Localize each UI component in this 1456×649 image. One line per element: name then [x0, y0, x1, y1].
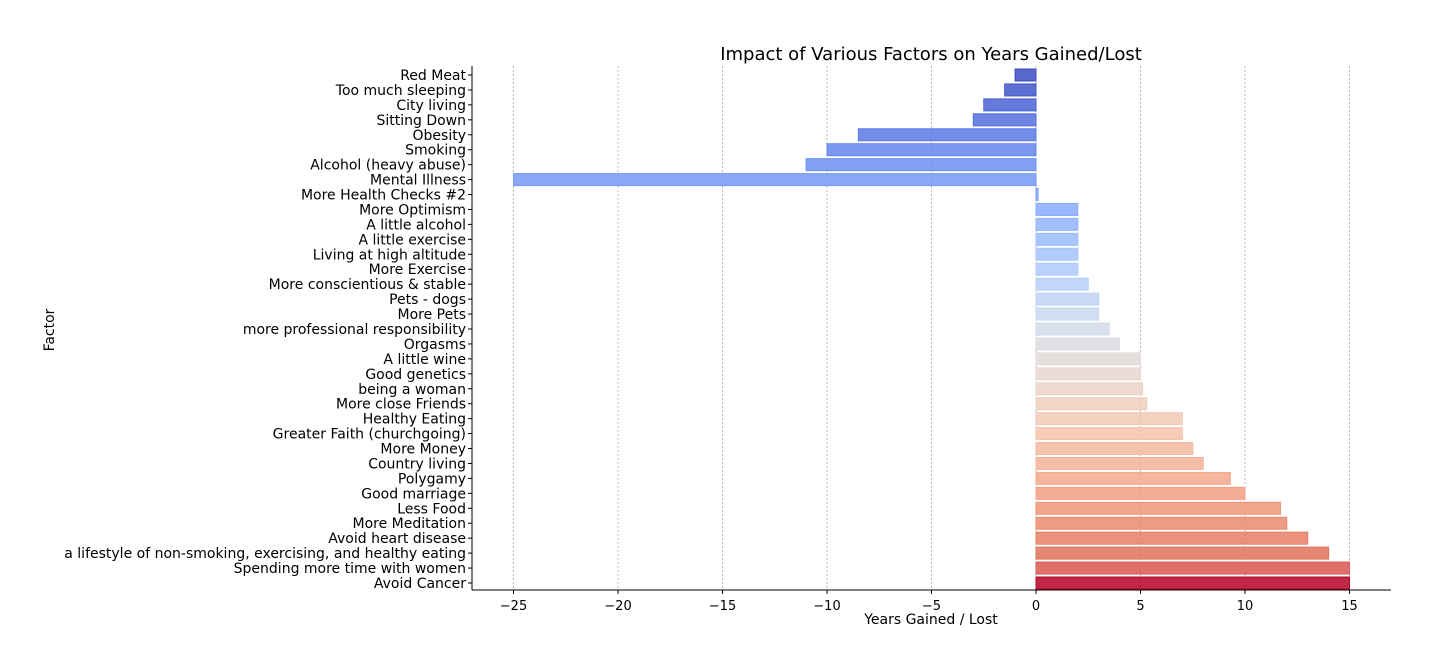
x-tick-label: −15	[709, 599, 736, 614]
bar	[1004, 83, 1037, 97]
category-label: Obesity	[413, 128, 466, 144]
bar	[1035, 546, 1330, 560]
category-label: Living at high altitude	[313, 247, 466, 263]
category-label: Good genetics	[365, 367, 466, 383]
category-label: Smoking	[405, 143, 466, 159]
bar	[1035, 247, 1079, 261]
bar	[1035, 501, 1282, 515]
category-label: A little exercise	[358, 232, 466, 248]
y-axis-title: Factor	[42, 308, 58, 351]
bars	[513, 68, 1350, 590]
x-axis-ticks: −25 −20 −15 −10 −5 0 5 10 15	[500, 590, 1358, 614]
bar	[1035, 188, 1039, 202]
category-label: More conscientious & stable	[269, 277, 466, 293]
x-tick-label: −20	[604, 599, 631, 614]
bar	[1035, 561, 1350, 575]
category-label: Avoid Cancer	[374, 576, 466, 592]
category-label: Sitting Down	[376, 113, 466, 129]
chart-title: Impact of Various Factors on Years Gaine…	[720, 44, 1142, 65]
bar	[1035, 217, 1079, 231]
bar	[1035, 367, 1141, 381]
category-label: Avoid heart disease	[328, 531, 466, 547]
bar	[1035, 322, 1110, 336]
bar	[1035, 307, 1100, 321]
bar	[1035, 427, 1183, 441]
category-label: Country living	[368, 456, 466, 472]
bar	[1035, 262, 1079, 276]
category-label: A little wine	[383, 352, 466, 368]
category-label: Greater Faith (churchgoing)	[273, 427, 466, 443]
category-label: More Optimism	[359, 202, 466, 218]
bar	[1035, 232, 1079, 246]
category-label: Less Food	[397, 501, 466, 517]
bar	[1035, 292, 1100, 306]
bar	[857, 128, 1037, 142]
category-label: More Exercise	[369, 262, 466, 278]
bar	[1035, 442, 1194, 456]
category-label: Healthy Eating	[363, 412, 466, 428]
bar	[1035, 486, 1246, 500]
bar	[1035, 412, 1183, 426]
category-label: Mental Illness	[370, 173, 466, 189]
category-label: Polygamy	[398, 471, 466, 487]
x-tick-label: −5	[922, 599, 941, 614]
category-label: Spending more time with women	[234, 561, 466, 577]
bar	[1035, 516, 1288, 530]
category-label: Red Meat	[400, 68, 466, 84]
bar	[513, 173, 1037, 187]
category-label: City living	[396, 98, 466, 114]
category-label: More Money	[380, 442, 466, 458]
category-label: A little alcohol	[366, 217, 466, 233]
category-label: Pets - dogs	[389, 292, 466, 308]
category-label: Alcohol (heavy abuse)	[310, 158, 466, 174]
bar	[1014, 68, 1037, 82]
x-tick-label: −25	[500, 599, 527, 614]
bar	[1035, 456, 1204, 470]
bar	[1035, 337, 1121, 351]
bar	[1035, 202, 1079, 216]
category-label: More Health Checks #2	[301, 188, 466, 204]
bar	[1035, 576, 1350, 590]
category-label: More Meditation	[352, 516, 466, 532]
bar	[1035, 397, 1148, 411]
category-label: Orgasms	[404, 337, 466, 353]
bar	[1035, 277, 1089, 291]
x-tick-label: 0	[1032, 599, 1040, 614]
category-label: being a woman	[358, 382, 466, 398]
x-tick-label: −10	[813, 599, 840, 614]
category-label: More close Friends	[336, 397, 466, 413]
category-label: more professional responsibility	[243, 322, 466, 338]
bar	[972, 113, 1037, 127]
category-label: Good marriage	[361, 486, 466, 502]
x-tick-label: 5	[1136, 599, 1144, 614]
x-axis-title: Years Gained / Lost	[863, 612, 998, 628]
category-label: More Pets	[398, 307, 467, 323]
bar	[983, 98, 1037, 112]
x-tick-label: 15	[1341, 599, 1358, 614]
bar	[1035, 471, 1231, 485]
x-tick-label: 10	[1237, 599, 1254, 614]
bar	[1035, 531, 1309, 545]
bar	[805, 158, 1037, 172]
bar	[1035, 382, 1144, 396]
bar	[1035, 352, 1141, 366]
bar	[826, 143, 1037, 157]
category-label: a lifestyle of non-smoking, exercising, …	[64, 546, 466, 562]
category-label: Too much sleeping	[335, 83, 466, 99]
